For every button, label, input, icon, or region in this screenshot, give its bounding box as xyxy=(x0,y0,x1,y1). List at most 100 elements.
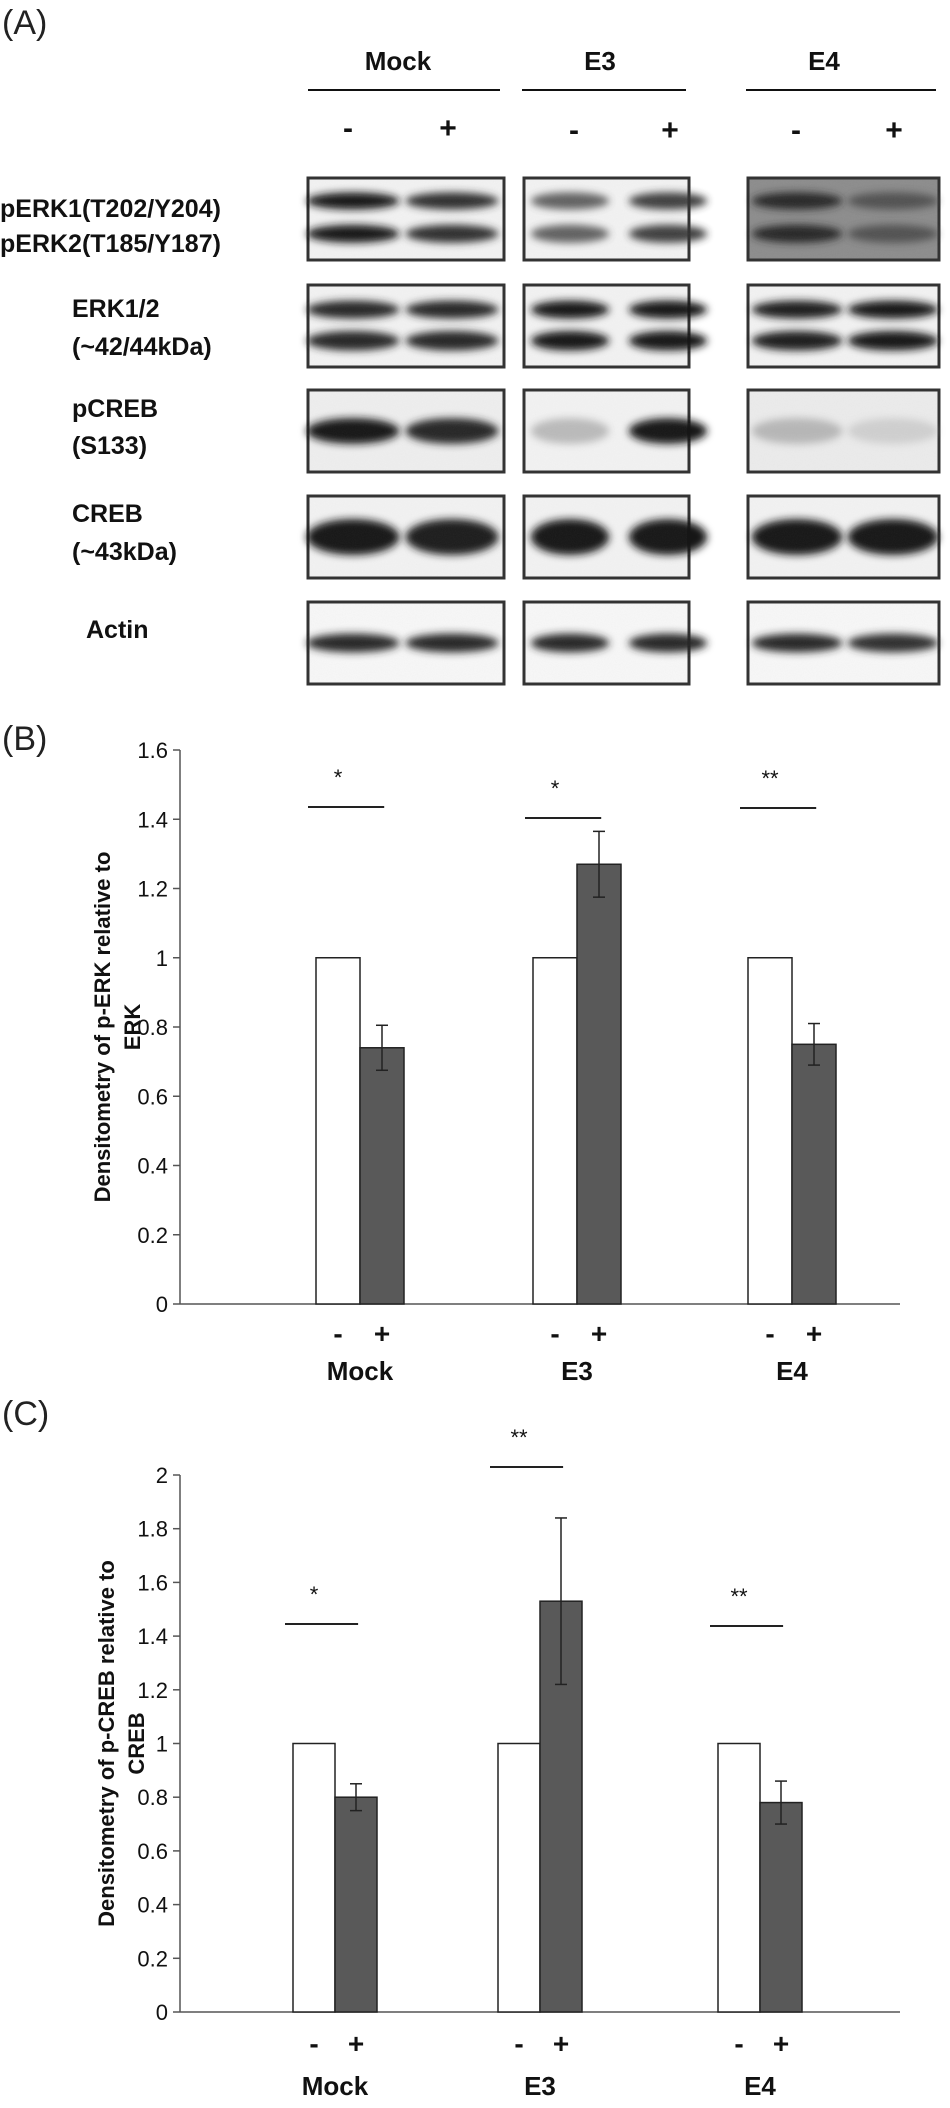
row-label-pcreb: pCREB xyxy=(72,395,158,423)
blot-creb-e4 xyxy=(746,494,941,580)
condition-label-minus: - xyxy=(333,1318,342,1349)
blot-noise xyxy=(526,180,687,258)
row-label-perk2: pERK2(T185/Y187) xyxy=(0,230,221,258)
y-tick-label: 0 xyxy=(156,1292,168,1317)
condition-label-plus: + xyxy=(553,2028,569,2059)
blot-noise xyxy=(526,392,687,470)
row-label-actin: Actin xyxy=(86,616,149,644)
bar-mock-minus xyxy=(292,1742,336,2013)
blot-cond-plus: + xyxy=(661,114,679,147)
row-label-pcreb-site: (S133) xyxy=(72,432,147,460)
y-tick-label: 1.6 xyxy=(137,738,168,763)
blot-cond-plus: + xyxy=(439,112,457,145)
y-tick-label: 1.4 xyxy=(137,1624,168,1649)
y-tick-label: 1.2 xyxy=(137,1678,168,1703)
row-label-perk1: pERK1(T202/Y204) xyxy=(0,195,221,223)
row-label-creb-size: (~43kDa) xyxy=(72,538,177,566)
blot-pcreb-e3 xyxy=(522,388,708,474)
category-label: E4 xyxy=(744,2071,776,2101)
blot-perk-e3 xyxy=(522,176,708,262)
panel-c-label: (C) xyxy=(2,1395,49,1433)
significance-mark: ** xyxy=(761,766,779,791)
y-tick-label: 0.8 xyxy=(137,1785,168,1810)
significance-mark: * xyxy=(334,765,343,790)
y-axis-label: Densitometry of p-CREB relative to CREB xyxy=(94,1560,149,1927)
condition-label-plus: + xyxy=(374,1318,390,1349)
y-axis-label: Densitometry of p-ERK relative to ERK xyxy=(90,852,145,1203)
condition-label-plus: + xyxy=(591,1318,607,1349)
blot-noise xyxy=(526,604,687,682)
y-tick-label: 0.6 xyxy=(137,1839,168,1864)
y-tick-label: 2 xyxy=(156,1463,168,1488)
row-label-erk-size: (~42/44kDa) xyxy=(72,333,212,361)
blot-erk-e4 xyxy=(746,283,941,369)
y-tick-label: 1.4 xyxy=(137,807,168,832)
blot-pcreb-e4 xyxy=(746,388,941,474)
blot-group-header-mock: Mock - + xyxy=(308,46,500,145)
blot-cond-plus: + xyxy=(885,114,903,147)
panel-a-label: (A) xyxy=(2,4,47,42)
blot-noise xyxy=(310,287,502,365)
y-tick-label: 1 xyxy=(156,946,168,971)
bar-e3-minus xyxy=(497,1742,541,2013)
significance-mark: * xyxy=(310,1582,319,1607)
bar-e4-minus xyxy=(717,1742,761,2013)
y-tick-label: 0.4 xyxy=(137,1154,168,1179)
category-label: E4 xyxy=(776,1356,808,1386)
blot-cond-minus: - xyxy=(569,114,579,147)
y-tick-label: 1.2 xyxy=(137,877,168,902)
blot-cond-minus: - xyxy=(343,112,353,145)
condition-label-minus: - xyxy=(514,2028,523,2059)
blot-noise xyxy=(750,287,937,365)
blot-pcreb-mock xyxy=(306,388,506,474)
category-label: Mock xyxy=(302,2071,369,2101)
condition-label-minus: - xyxy=(550,1318,559,1349)
category-label: Mock xyxy=(327,1356,394,1386)
blot-group-e3: E3 xyxy=(584,46,616,76)
blot-noise xyxy=(526,287,687,365)
panel-b-label: (B) xyxy=(2,720,47,758)
blot-noise xyxy=(750,392,937,470)
bar-e4-plus xyxy=(759,1801,803,2013)
blot-erk-e3 xyxy=(522,283,708,369)
row-label-creb: CREB xyxy=(72,500,143,528)
blot-noise xyxy=(750,180,937,258)
bar-mock-plus xyxy=(334,1796,378,2013)
y-tick-label: 0.2 xyxy=(137,1223,168,1248)
bar-e4-plus xyxy=(791,1043,837,1305)
y-tick-label: 0.8 xyxy=(137,1015,168,1040)
y-tick-label: 1 xyxy=(156,1732,168,1757)
condition-label-minus: - xyxy=(765,1318,774,1349)
blot-noise xyxy=(310,498,502,576)
blot-creb-e3 xyxy=(522,494,708,580)
bar-mock-plus xyxy=(359,1047,405,1305)
blot-noise xyxy=(526,498,687,576)
blot-noise xyxy=(750,604,937,682)
category-label: E3 xyxy=(524,2071,556,2101)
blot-actin-e3 xyxy=(522,600,708,686)
y-tick-label: 1.6 xyxy=(137,1570,168,1595)
blot-erk-mock xyxy=(306,283,506,369)
y-tick-label: 0.2 xyxy=(137,1946,168,1971)
significance-mark: ** xyxy=(510,1425,528,1450)
blot-perk-mock xyxy=(306,176,506,262)
bar-e3-plus xyxy=(576,863,622,1305)
y-tick-label: 0 xyxy=(156,2000,168,2025)
y-tick-label: 0.4 xyxy=(137,1893,168,1918)
blot-group-header-e4: E4 - + xyxy=(746,46,936,147)
blot-actin-mock xyxy=(306,600,506,686)
blot-group-e4: E4 xyxy=(808,46,840,76)
blot-noise xyxy=(310,392,502,470)
condition-label-minus: - xyxy=(734,2028,743,2059)
blot-noise xyxy=(750,498,937,576)
y-tick-label: 0.6 xyxy=(137,1084,168,1109)
condition-label-minus: - xyxy=(309,2028,318,2059)
bar-e4-minus xyxy=(747,957,793,1305)
significance-mark: ** xyxy=(730,1584,748,1609)
blot-cond-minus: - xyxy=(791,114,801,147)
condition-label-plus: + xyxy=(348,2028,364,2059)
bar-e3-minus xyxy=(532,957,578,1305)
blot-creb-mock xyxy=(306,494,506,580)
western-blot-panels xyxy=(306,176,941,686)
blot-noise xyxy=(310,604,502,682)
